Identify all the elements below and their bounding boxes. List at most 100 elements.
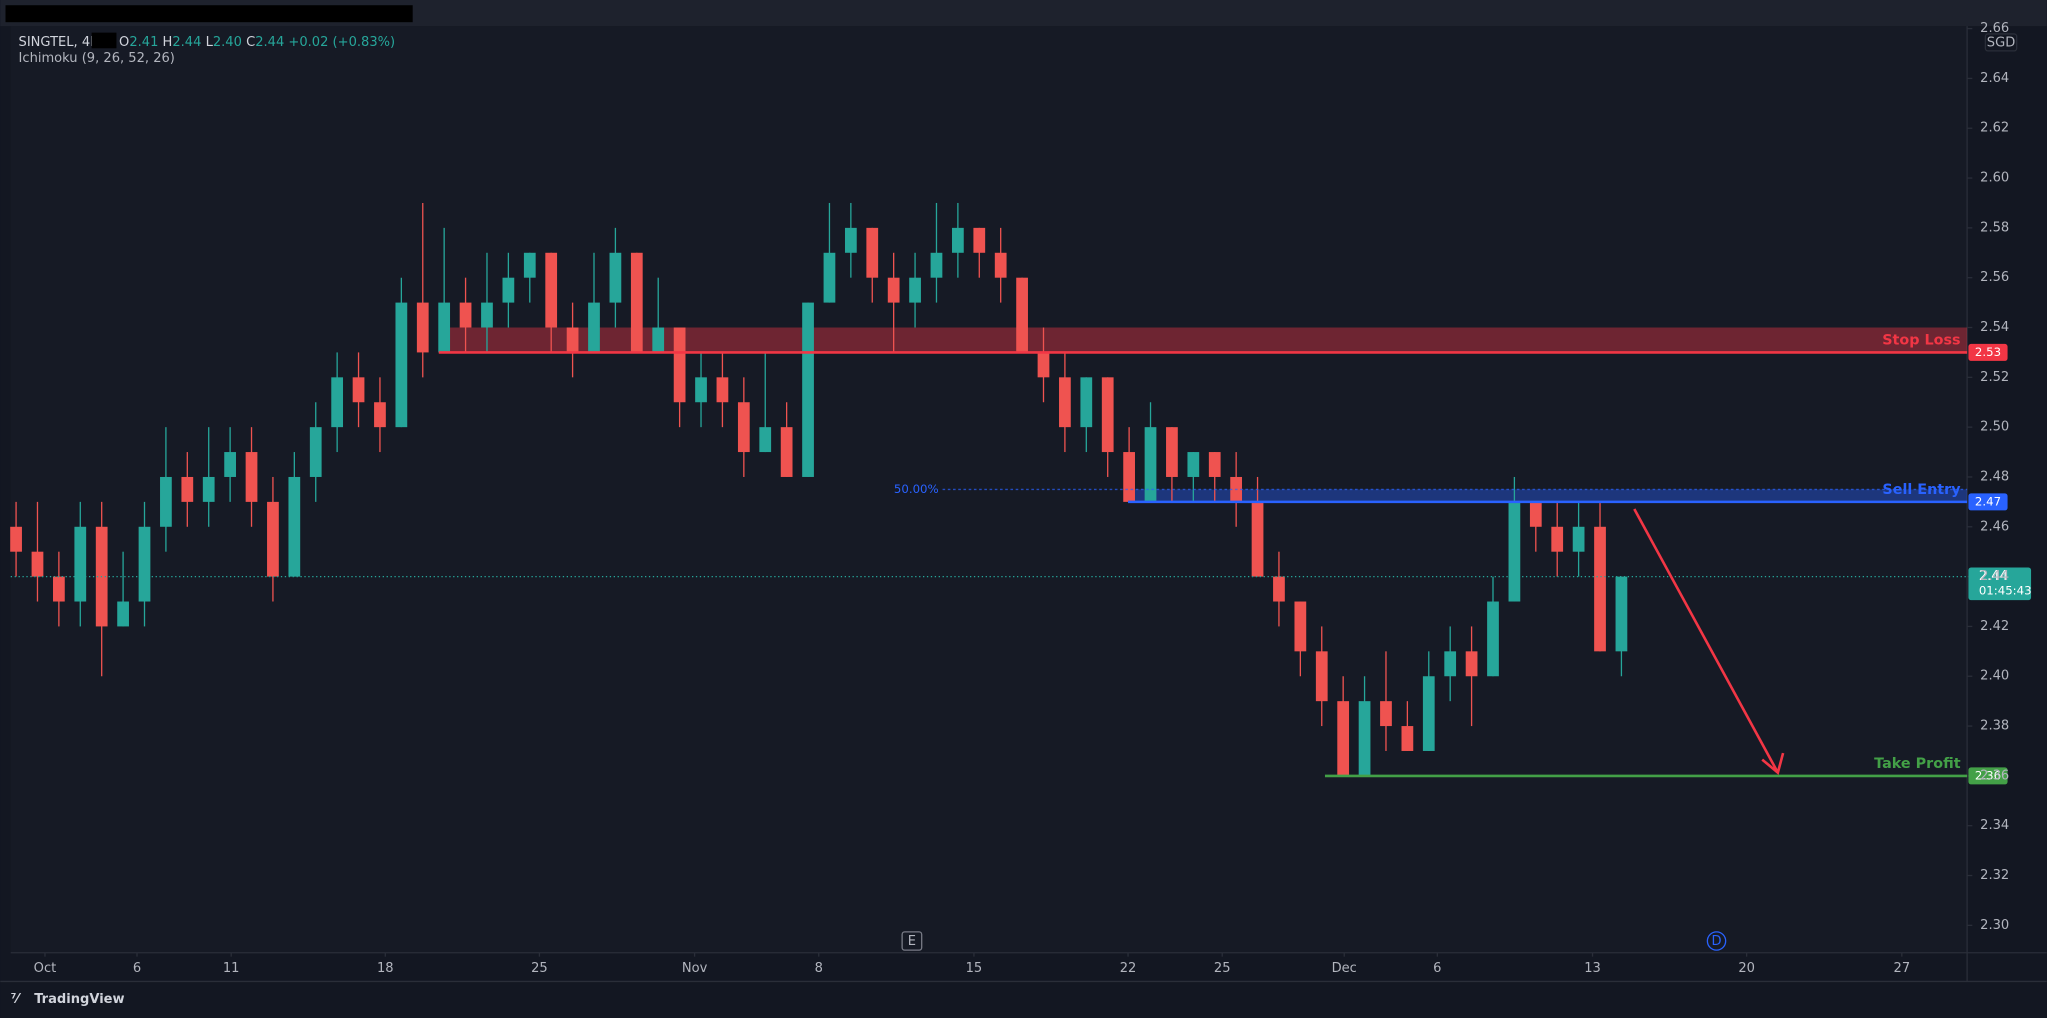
candle-body [1551, 526, 1564, 552]
candle-body [909, 277, 921, 303]
y-tick-label: 2.66 [1980, 21, 2009, 36]
candle-body [1529, 501, 1542, 527]
price-tag [1968, 767, 2008, 785]
candle-body [1101, 377, 1114, 453]
y-tick-label: 2.62 [1980, 121, 2009, 136]
candle-body [1358, 701, 1371, 776]
candle-body [160, 476, 172, 527]
candle-body [1273, 576, 1285, 602]
y-tick-label: 2.52 [1980, 370, 2009, 385]
overlay: Stop Loss 2.53 Sell Entry 2.47 Take Profit 2.… [10, 333, 2032, 785]
x-tick-label: 15 [966, 961, 983, 976]
candle-body [1422, 676, 1435, 751]
price-tag-label: 2.36 [1975, 768, 2001, 782]
candle-body [53, 576, 65, 602]
candle-body [780, 427, 793, 477]
y-tick-label: 2.56 [1980, 270, 2009, 285]
x-tick-label: 11 [223, 961, 240, 976]
x-tick-label: 27 [1894, 961, 1911, 976]
candle-body [1487, 601, 1499, 677]
earnings-marker[interactable] [901, 931, 923, 951]
candle-body [224, 452, 236, 477]
y-tick-label: 2.64 [1980, 71, 2009, 86]
x-tick-label: 20 [1738, 961, 1755, 976]
candle-body [973, 227, 986, 253]
y-tick-label: 2.48 [1980, 469, 2009, 484]
candle-body [802, 302, 814, 477]
candle-body [1465, 651, 1478, 677]
arrow [1633, 508, 1785, 775]
y-tick-label: 2.44 [1980, 569, 2009, 584]
candle-body [74, 526, 87, 602]
y-tick-label: 2.34 [1980, 818, 2009, 833]
brand-logo[interactable]: ⁷⁄ [11, 992, 22, 1007]
y-tick-label: 2.58 [1980, 220, 2009, 235]
candle-body [352, 377, 365, 403]
candle-body [481, 302, 493, 328]
candle-body [138, 526, 151, 602]
candle-body [630, 252, 643, 353]
dividend-marker-label[interactable]: D [1711, 934, 1721, 949]
candle-body [438, 302, 451, 353]
candle-body [1251, 501, 1264, 577]
candle-body [1315, 651, 1328, 702]
candle-body [10, 526, 22, 552]
candle-body [566, 327, 579, 353]
x-tick-label: 25 [531, 961, 548, 976]
price-tag-label: 2.53 [1975, 345, 2001, 359]
candle-body [1187, 452, 1200, 477]
candle-body [1594, 526, 1606, 652]
candle-body [374, 402, 386, 428]
candle-body [1572, 526, 1585, 552]
candle-body [545, 252, 558, 328]
candle-body [1059, 377, 1071, 428]
currency: SGD [1987, 36, 2015, 51]
y-tick-label: 2.60 [1980, 171, 2009, 186]
price-tag-label: 2.47 [1975, 494, 2001, 508]
x-tick-label: 8 [815, 961, 823, 976]
last-price-label: 2.44 [1979, 569, 2008, 584]
candle-body [695, 377, 707, 403]
candle-body [459, 302, 472, 328]
candle-body [887, 277, 900, 303]
level-label: Stop Loss [1882, 333, 1960, 349]
candle-body [1508, 501, 1521, 602]
candle-body [652, 327, 665, 353]
candle-body [117, 601, 129, 627]
candle-body [288, 476, 301, 577]
candle-body [609, 252, 622, 303]
x-tick-label: Dec [1332, 961, 1357, 976]
brand[interactable]: TradingView [34, 992, 124, 1007]
level-zone [438, 327, 1968, 353]
x-tick-label: 22 [1120, 961, 1137, 976]
y-tick-label: 2.54 [1980, 320, 2009, 335]
candle-body [588, 302, 600, 353]
candle-body [673, 327, 686, 403]
y-tick-label: 2.38 [1980, 719, 2009, 734]
candle-body [716, 377, 729, 403]
candle-body [823, 252, 836, 303]
earnings-marker-label[interactable]: E [908, 934, 916, 949]
candle-body [181, 476, 194, 502]
level-label: Take Profit [1874, 756, 1961, 772]
candle-body [267, 501, 279, 577]
x-tick-label: 13 [1584, 961, 1601, 976]
candle-body [994, 252, 1007, 278]
dividend-marker[interactable] [1706, 931, 1727, 951]
x-tick-label: Nov [682, 961, 708, 976]
countdown: 01:45:43 [1979, 583, 2032, 597]
x-tick-label: 6 [1433, 961, 1441, 976]
indicator-label: Ichimoku (9, 26, 52, 26) [19, 51, 175, 66]
zones [438, 327, 1968, 502]
plot-area [10, 26, 1968, 953]
candle-body [502, 277, 515, 303]
header: SINGTEL, 4h, [19, 34, 103, 49]
level-label: Sell Entry [1882, 482, 1961, 498]
currency-box [1984, 33, 2018, 52]
candle-body [1380, 701, 1392, 727]
candle-body [1166, 427, 1178, 477]
candle-body [1337, 701, 1350, 776]
candle-body [31, 551, 44, 577]
candle-body [1208, 452, 1221, 477]
y-tick-label: 2.46 [1980, 519, 2009, 534]
